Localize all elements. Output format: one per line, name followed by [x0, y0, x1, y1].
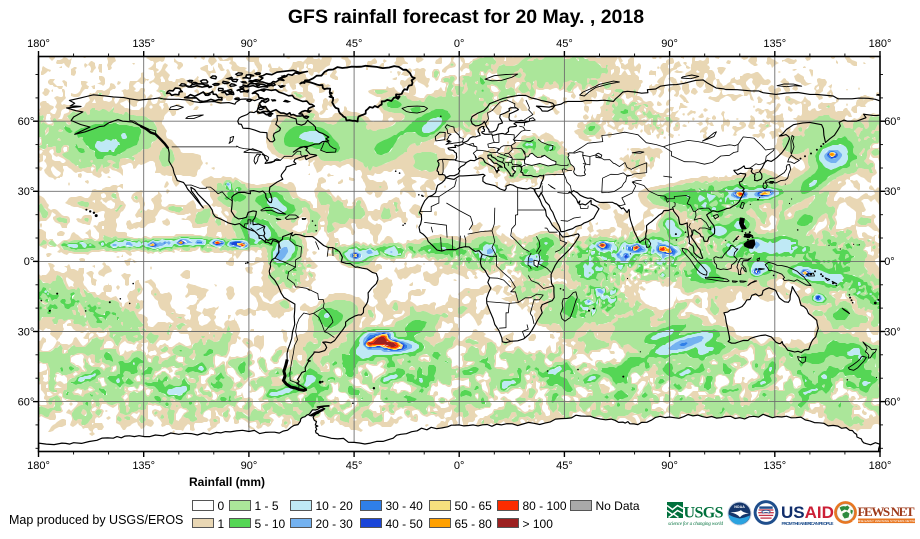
svg-text:60°: 60°	[884, 396, 901, 408]
svg-text:NOAA: NOAA	[734, 505, 745, 509]
svg-text:90°: 90°	[241, 38, 258, 50]
svg-text:135°: 135°	[763, 38, 786, 50]
svg-text:90°: 90°	[661, 460, 678, 472]
svg-text:45°: 45°	[346, 460, 363, 472]
svg-text:30°: 30°	[18, 186, 35, 198]
svg-text:180°: 180°	[869, 38, 892, 50]
svg-text:USGS: USGS	[684, 505, 724, 522]
svg-text:180°: 180°	[27, 38, 50, 50]
svg-text:FAMINE EARLY WARNING SYSTEMS N: FAMINE EARLY WARNING SYSTEMS NETWORK	[852, 519, 918, 523]
svg-text:90°: 90°	[241, 460, 258, 472]
svg-text:135°: 135°	[132, 460, 155, 472]
svg-text:60°: 60°	[18, 396, 35, 408]
svg-text:135°: 135°	[763, 460, 786, 472]
svg-text:30°: 30°	[884, 186, 901, 198]
svg-text:0°: 0°	[24, 256, 35, 268]
svg-text:0°: 0°	[454, 460, 465, 472]
svg-text:45°: 45°	[556, 38, 573, 50]
svg-text:30°: 30°	[18, 326, 35, 338]
svg-text:135°: 135°	[132, 38, 155, 50]
svg-text:60°: 60°	[884, 116, 901, 128]
svg-text:FROM THE AMERICAN PEOPLE: FROM THE AMERICAN PEOPLE	[782, 521, 834, 526]
svg-text:USAID: USAID	[781, 503, 834, 522]
svg-text:180°: 180°	[27, 460, 50, 472]
svg-text:90°: 90°	[661, 38, 678, 50]
svg-text:45°: 45°	[556, 460, 573, 472]
svg-text:60°: 60°	[18, 116, 35, 128]
svg-text:0°: 0°	[884, 256, 895, 268]
svg-text:180°: 180°	[869, 460, 892, 472]
svg-text:30°: 30°	[884, 326, 901, 338]
svg-text:science for a changing world: science for a changing world	[668, 522, 724, 527]
svg-text:45°: 45°	[346, 38, 363, 50]
svg-text:FEWS NET: FEWS NET	[858, 504, 915, 519]
svg-text:0°: 0°	[454, 38, 465, 50]
